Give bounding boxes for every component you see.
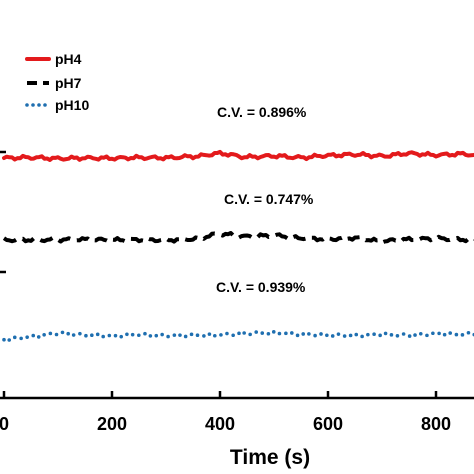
series-line-ph7 xyxy=(2,231,474,245)
annotations: C.V. = 0.896% C.V. = 0.747% C.V. = 0.939% xyxy=(216,104,314,295)
x-tick-label: 200 xyxy=(97,414,127,434)
cv-annotation: C.V. = 0.896% xyxy=(217,104,307,120)
axes-layer: 0 200 400 600 800 xyxy=(0,150,474,434)
legend-label-ph7: pH7 xyxy=(55,75,82,91)
legend: pH4 pH7 pH10 xyxy=(25,51,89,113)
series-line-ph10 xyxy=(2,329,474,344)
x-tick-label: 0 xyxy=(0,414,9,434)
x-tick-label: 600 xyxy=(313,414,343,434)
cv-annotation: C.V. = 0.747% xyxy=(224,191,314,207)
x-tick-label: 400 xyxy=(205,414,235,434)
cv-annotation: C.V. = 0.939% xyxy=(216,279,306,295)
legend-label-ph4: pH4 xyxy=(55,51,82,67)
series-line-ph4 xyxy=(2,149,474,162)
series-layer xyxy=(2,149,474,344)
x-axis-title: Time (s) xyxy=(230,446,310,469)
x-tick-label: 800 xyxy=(421,414,451,434)
legend-label-ph10: pH10 xyxy=(55,97,89,113)
